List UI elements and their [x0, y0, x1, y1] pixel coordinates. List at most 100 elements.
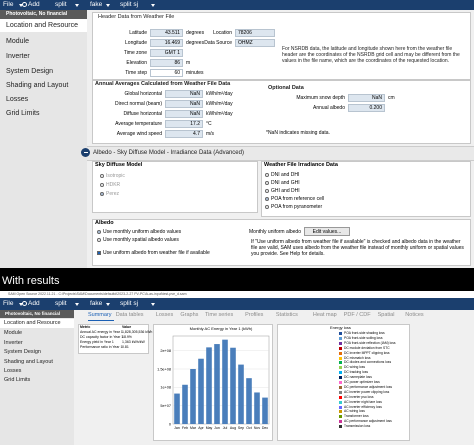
legend-label: DC wiring loss: [344, 365, 366, 370]
dropdown-arrow: [75, 303, 79, 306]
panel-title: Sky Diffuse Model: [95, 162, 143, 168]
table-cell: Annual AC energy in Year 1: [80, 330, 123, 334]
sidebar-item[interactable]: Grid Limits: [4, 377, 31, 383]
sidebar-item[interactable]: Inverter: [4, 340, 23, 346]
sidebar-item[interactable]: System Design: [4, 349, 41, 355]
dropdown-arrow: [19, 4, 24, 7]
tab[interactable]: Graphs: [180, 312, 199, 318]
radio-label: Use monthly uniform albedo values: [103, 229, 182, 235]
dropdown-arrow: [19, 303, 24, 306]
field-value: 16.469: [150, 39, 183, 47]
sidebar-item[interactable]: Grid Limits: [6, 110, 40, 117]
tab[interactable]: Losses: [155, 312, 174, 318]
sky-panel: [92, 161, 258, 213]
radio[interactable]: [100, 174, 104, 178]
sidebar-item[interactable]: System Design: [6, 68, 54, 75]
legend-label: Transformer loss: [344, 414, 369, 419]
x-tick-label: Feb: [182, 426, 188, 430]
panel-title: Header Data from Weather File: [98, 14, 175, 20]
legend-swatch: [339, 336, 342, 340]
radio-label: Isotropic: [106, 173, 125, 179]
tab[interactable]: Profiles: [245, 312, 264, 318]
sidebar-item[interactable]: Shading and Layout: [6, 82, 69, 89]
menu-item[interactable]: fake: [90, 299, 103, 307]
menu-item[interactable]: Add: [28, 0, 40, 8]
edit-button[interactable]: Edit values...: [304, 227, 350, 236]
sidebar-item[interactable]: Module: [4, 330, 23, 336]
tab[interactable]: Time series: [205, 312, 234, 318]
menu-item[interactable]: split: [55, 299, 67, 307]
tab[interactable]: Notices: [405, 312, 424, 318]
radio[interactable]: [97, 238, 101, 242]
y-tick-label: 2e+08: [160, 349, 171, 353]
field-unit: m: [186, 59, 191, 66]
menu-item[interactable]: fake: [90, 0, 103, 8]
x-tick-label: Mar: [190, 426, 197, 430]
y-tick-label: 1.5e+08: [157, 367, 171, 371]
panel-title: Albedo: [95, 220, 114, 226]
x-tick-label: Jun: [214, 426, 220, 430]
radio[interactable]: [265, 173, 269, 177]
field-value: 4.7: [165, 130, 203, 138]
legend-swatch: [339, 346, 342, 350]
bar: [238, 364, 244, 424]
sidebar-item[interactable]: Shading and Layout: [4, 359, 53, 365]
legend-swatch: [339, 341, 342, 345]
field-unit: degrees: [186, 39, 205, 46]
radio-label: POA from pyranometer: [271, 204, 323, 210]
sidebar-item[interactable]: Inverter: [6, 53, 30, 60]
x-tick-label: Jul: [223, 426, 228, 430]
summary-table: [78, 324, 149, 354]
radio[interactable]: [265, 205, 269, 209]
sidebar-header-bg: [0, 310, 74, 318]
window-title: SAM Open Source 2022.11.21 - C:\Projects…: [8, 291, 187, 296]
legend-label: AC inverter power clipping loss: [344, 389, 390, 394]
tab[interactable]: Heat map: [312, 312, 337, 318]
sidebar-item[interactable]: Losses: [6, 96, 29, 103]
radio[interactable]: [265, 189, 269, 193]
tab-underline: [88, 320, 114, 321]
annual-panel: [92, 80, 471, 144]
legend-swatch: [339, 425, 342, 429]
header-note: For NSRDB data, the latitude and longitu…: [282, 46, 460, 64]
table-header: Value: [122, 324, 132, 329]
radio-label: Perez: [106, 191, 120, 197]
sidebar-item[interactable]: Module: [6, 38, 29, 45]
radio[interactable]: [100, 192, 104, 196]
checkbox[interactable]: [97, 251, 101, 255]
field-label: Direct normal (beam): [115, 100, 162, 107]
legend-swatch: [339, 395, 342, 399]
x-tick-label: Jan: [174, 426, 180, 430]
x-tick-label: Apr: [198, 426, 204, 430]
tab[interactable]: PDF / CDF: [343, 312, 371, 318]
tab[interactable]: Statistics: [275, 312, 298, 318]
radio-label: POA from reference cell: [271, 196, 325, 202]
radio[interactable]: [265, 197, 269, 201]
missing-note: *NaN indicates missing data.: [266, 130, 330, 136]
sidebar-item[interactable]: Location and Resource: [6, 22, 78, 29]
menu-item[interactable]: split sj: [120, 0, 139, 8]
menu-item[interactable]: split sj: [120, 299, 139, 307]
radio[interactable]: [100, 183, 104, 187]
table-cell: 1,828,305,536 kWh: [122, 330, 153, 334]
legend-label: DC module deviation from STC: [344, 345, 390, 350]
field-value: OHMZ: [235, 39, 275, 47]
field-label: Average temperature: [115, 120, 162, 127]
sidebar-item[interactable]: Losses: [4, 368, 22, 374]
tab[interactable]: Data tables: [115, 312, 144, 318]
tab[interactable]: Summary: [88, 312, 112, 318]
tab[interactable]: Spatial: [377, 312, 395, 318]
menu-item[interactable]: Add: [28, 299, 40, 307]
legend-swatch: [339, 371, 342, 375]
legend-swatch: [339, 332, 342, 335]
legend-swatch: [339, 385, 342, 389]
x-tick-label: May: [206, 426, 213, 430]
menu-item[interactable]: File: [3, 299, 14, 307]
sidebar-item[interactable]: Location and Resource: [4, 320, 61, 326]
legend-label: DC inverter MPPT clipping loss: [344, 350, 390, 355]
menu-item[interactable]: File: [3, 0, 14, 8]
field-unit: °C: [206, 120, 212, 127]
radio[interactable]: [265, 181, 269, 185]
menu-item[interactable]: split: [55, 0, 67, 8]
radio[interactable]: [97, 230, 101, 234]
